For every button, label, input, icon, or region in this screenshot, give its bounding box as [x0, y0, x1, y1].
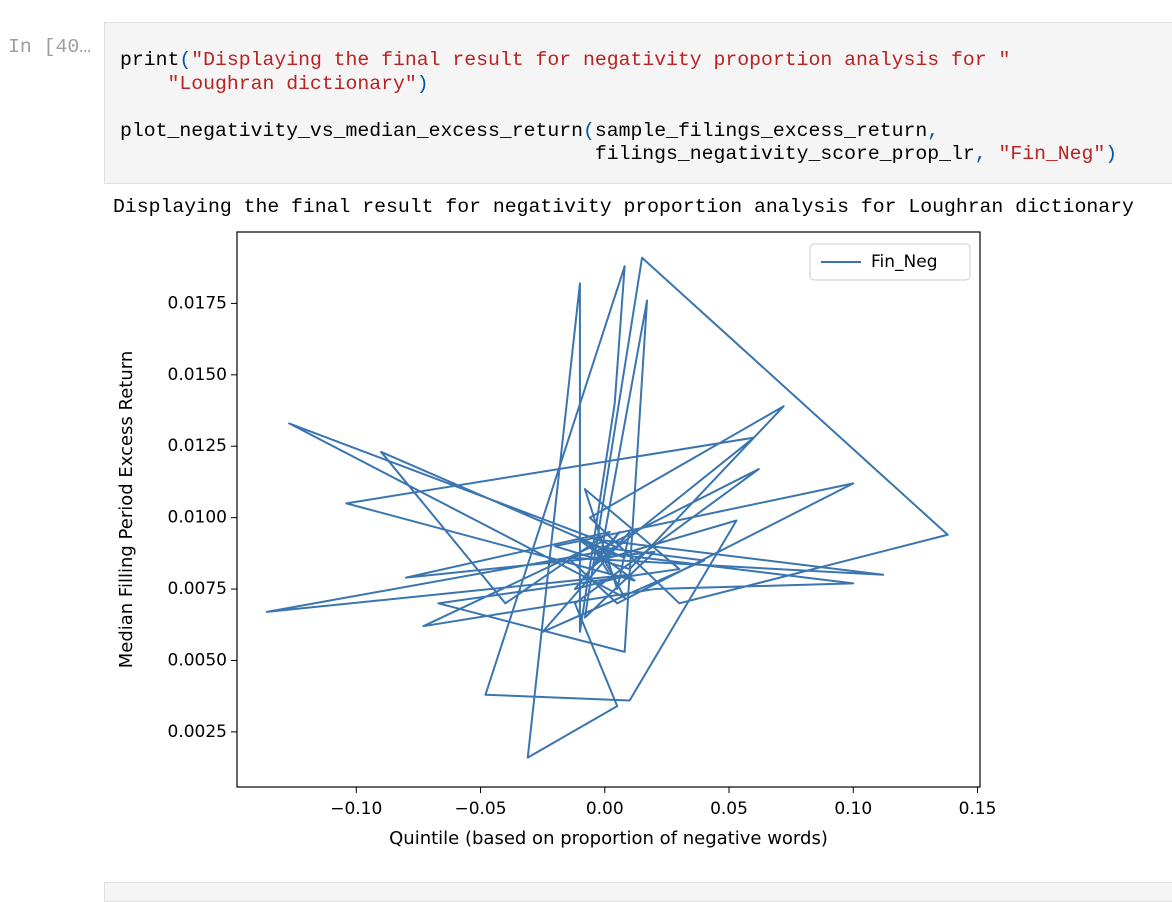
x-tick-label: 0.00: [586, 799, 624, 819]
y-tick-label: 0.0150: [168, 365, 227, 385]
y-axis-label: Median Filling Period Excess Return: [116, 351, 137, 669]
output-text: Displaying the final result for negativi…: [113, 196, 1134, 218]
code-line: filings_negativity_score_prop_lr, "Fin_N…: [120, 143, 1118, 165]
y-tick-label: 0.0100: [168, 508, 227, 528]
code: print("Displaying the final result for n…: [120, 49, 1117, 167]
data-line: [265, 256, 949, 759]
y-tick-label: 0.0125: [168, 436, 227, 456]
chart: −0.10 −0.05 0.00 0.05 0.10 0.15 0.0025 0.0050 0.…: [116, 231, 997, 849]
next-code-cell[interactable]: [104, 882, 1172, 902]
x-tick-label: −0.05: [454, 799, 506, 819]
code-line: "Loughran dictionary"): [167, 72, 429, 95]
cell-prompt: In [40…: [8, 36, 92, 58]
x-tick-label: −0.10: [330, 799, 382, 819]
y-tick-label: 0.0075: [168, 579, 227, 599]
x-axis-label: Quintile (based on proportion of negativ…: [389, 828, 828, 849]
legend-box: [809, 243, 971, 281]
plot-frame: [236, 231, 981, 788]
y-tick-label: 0.0025: [168, 722, 227, 742]
y-tick-label: 0.0175: [168, 293, 227, 313]
x-tick-label: 0.05: [710, 799, 748, 819]
code-cell[interactable]: print("Displaying the final result for n…: [104, 22, 1172, 184]
x-tick-label: 0.15: [959, 799, 997, 819]
x-tick-label: 0.10: [834, 799, 872, 819]
y-tick-label: 0.0050: [168, 650, 227, 670]
code-line: plot_negativity_vs_median_excess_return(…: [120, 119, 940, 142]
legend-label: Fin_Neg: [871, 252, 938, 272]
code-line: print("Displaying the final result for n…: [120, 49, 1011, 71]
